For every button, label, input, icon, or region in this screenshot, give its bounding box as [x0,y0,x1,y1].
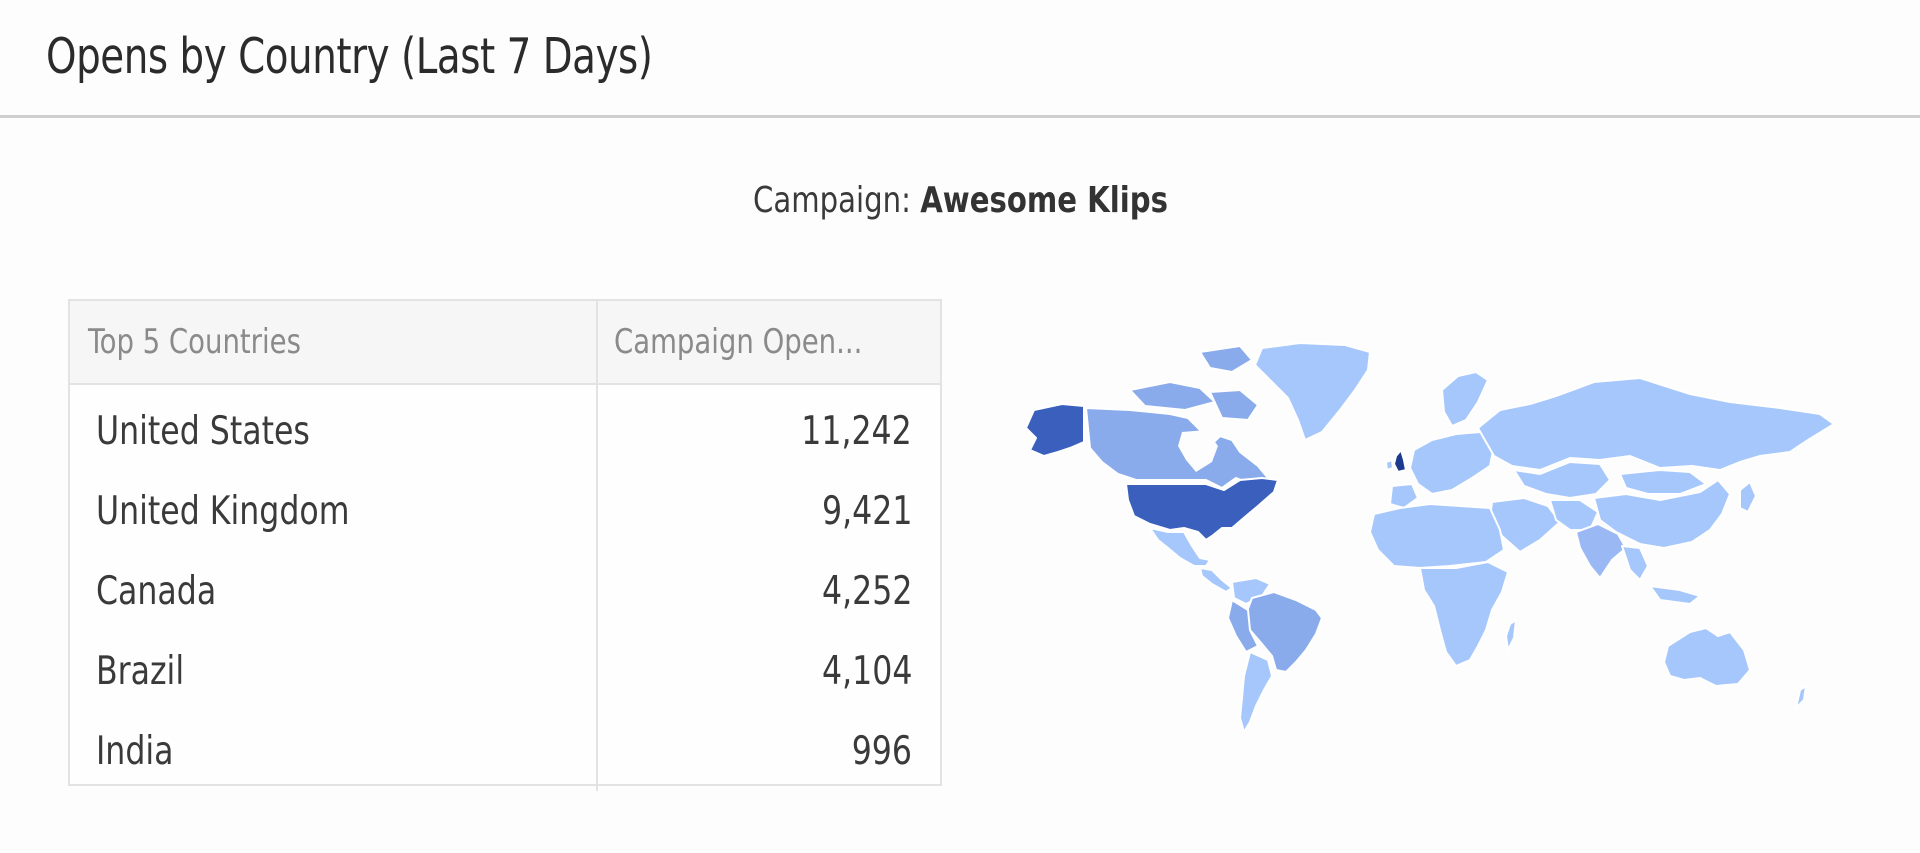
country-cell: United States [70,391,598,471]
region-new-zealand[interactable] [1795,685,1807,709]
region-mexico[interactable] [1149,527,1211,567]
region-russia[interactable] [1477,377,1835,471]
region-canada[interactable] [1085,407,1269,489]
opens-cell: 9,421 [821,488,912,534]
region-southeast-asia[interactable] [1621,545,1649,581]
table-row: India 996 [70,711,940,791]
region-australia[interactable] [1663,627,1751,687]
table-row: Canada 4,252 [70,551,940,631]
table-row: Brazil 4,104 [70,631,940,711]
region-north-africa[interactable] [1369,503,1505,569]
region-india[interactable] [1575,523,1627,579]
region-central-america[interactable] [1199,567,1233,593]
region-indonesia[interactable] [1649,585,1701,605]
region-canada-arctic[interactable] [1199,345,1253,373]
region-japan[interactable] [1739,481,1757,513]
column-divider [596,385,598,784]
region-alaska[interactable] [1025,403,1085,457]
opens-cell: 11,242 [801,408,912,454]
region-ireland[interactable] [1385,459,1394,471]
region-united-states[interactable] [1125,477,1279,541]
opens-cell: 4,104 [821,648,912,694]
world-map[interactable] [1020,330,1850,750]
region-brazil[interactable] [1245,591,1323,673]
region-madagascar[interactable] [1505,619,1517,651]
opens-cell: 996 [851,728,912,774]
opens-cell: 4,252 [821,568,912,614]
region-greenland[interactable] [1254,342,1371,441]
region-canada-arctic[interactable] [1129,381,1216,411]
region-canada-arctic[interactable] [1209,389,1259,421]
table-row: United Kingdom 9,421 [70,471,940,551]
campaign-name: Awesome Klips [919,180,1168,221]
region-china[interactable] [1593,479,1731,549]
region-central-asia[interactable] [1513,461,1611,499]
table-body: United States 11,242 United Kingdom 9,42… [70,391,940,791]
top-countries-table: Top 5 Countries Campaign Open... United … [68,299,942,791]
region-central-africa[interactable] [1419,561,1509,667]
country-cell: Brazil [70,631,598,711]
campaign-label: Campaign: Awesome Klips [0,180,1920,221]
table-header: Top 5 Countries Campaign Open... [70,301,940,385]
region-iberia[interactable] [1389,483,1419,509]
region-mongolia[interactable] [1619,469,1707,495]
klip-header: Opens by Country (Last 7 Days) [0,0,1920,118]
country-cell: Canada [70,551,598,631]
klip-title: Opens by Country (Last 7 Days) [46,28,653,85]
region-argentina[interactable] [1239,651,1273,733]
region-united-kingdom[interactable] [1393,449,1407,473]
column-header-country[interactable]: Top 5 Countries [70,301,598,383]
country-cell: India [70,711,598,791]
campaign-prefix: Campaign: [752,180,911,221]
region-europe[interactable] [1409,431,1495,495]
country-cell: United Kingdom [70,471,598,551]
region-peru[interactable] [1227,599,1259,653]
table-row: United States 11,242 [70,391,940,471]
column-header-opens[interactable]: Campaign Open... [614,322,863,362]
region-scandinavia[interactable] [1441,371,1489,427]
